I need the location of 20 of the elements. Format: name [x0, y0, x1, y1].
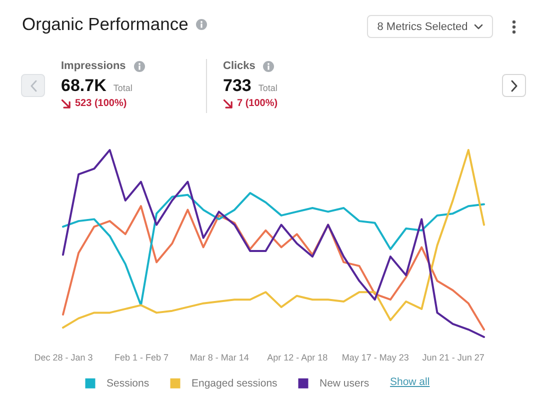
- x-tick-label: Apr 12 - Apr 18: [267, 352, 328, 362]
- text: Impressions: [61, 60, 126, 72]
- x-tick-label: May 17 - May 23: [342, 352, 409, 362]
- text: 733: [223, 76, 252, 96]
- legend-label: New users: [320, 377, 370, 390]
- text: 68.7K: [61, 76, 106, 96]
- text: 523 (100%): [75, 98, 127, 109]
- legend-label: Engaged sessions: [192, 377, 278, 390]
- x-tick-label: Mar 8 - Mar 14: [190, 352, 249, 362]
- text: Total: [258, 83, 278, 93]
- chart-title: Organic Performance: [22, 14, 188, 35]
- x-tick-label: Feb 1 - Feb 7: [114, 352, 168, 362]
- text: Clicks: [223, 60, 256, 72]
- text: 7 (100%): [237, 98, 278, 109]
- legend-label: Sessions: [106, 377, 150, 390]
- dropdown: 8 Metrics Selected: [367, 15, 493, 38]
- x-tick-label: Dec 28 - Jan 3: [34, 352, 93, 362]
- text: Show all: [390, 376, 430, 388]
- x-tick-label: Jun 21 - Jun 27: [422, 352, 484, 362]
- text: Total: [113, 83, 132, 93]
